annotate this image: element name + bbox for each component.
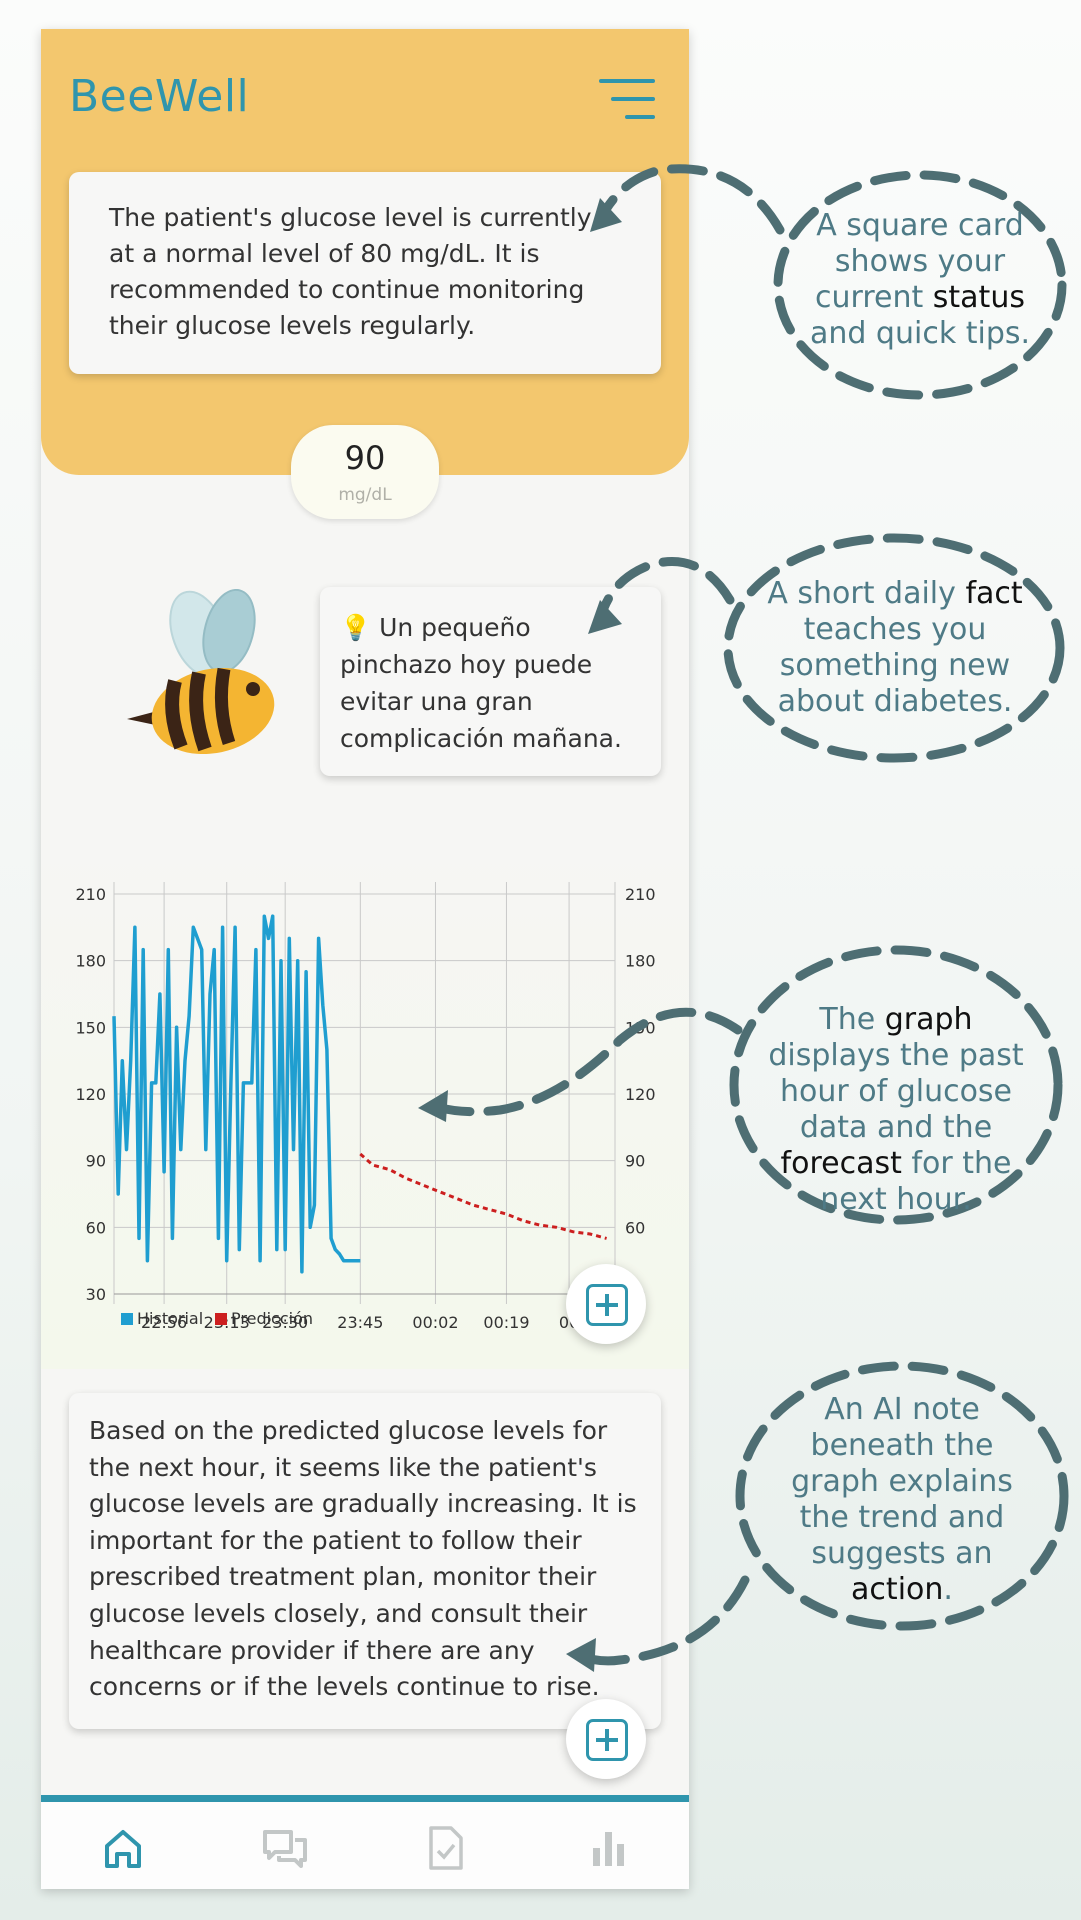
callout-ai: An AI note beneath the graph explains th… (768, 1392, 1036, 1608)
callout-bubble-graph (729, 945, 1063, 1225)
arrowhead-icon (590, 198, 622, 232)
chart-svg: 21021018018015015012012090906060303022:5… (75, 882, 656, 1332)
legend-label-historial: Historial (137, 1309, 203, 1328)
home-icon[interactable] (99, 1824, 147, 1872)
stats-icon[interactable] (585, 1824, 633, 1872)
callout-fact: A short daily fact teaches you something… (760, 576, 1030, 720)
callout-graph-text: The (819, 1002, 885, 1037)
y-tick-label-left: 120 (75, 1085, 106, 1104)
legend-swatch-historial (121, 1313, 133, 1325)
glucose-value: 90 (344, 439, 386, 477)
status-text: The patient's glucose level is currently… (109, 203, 592, 340)
glucose-chart: 21021018018015015012012090906060303022:5… (41, 829, 689, 1369)
callout-graph: The graph displays the past hour of gluc… (765, 1002, 1027, 1218)
y-tick-label-left: 90 (86, 1152, 106, 1171)
checklist-icon[interactable] (421, 1824, 469, 1872)
callout-arrow-status (595, 164, 785, 235)
menu-icon[interactable] (599, 77, 655, 121)
y-tick-label-right: 180 (625, 952, 656, 971)
legend-swatch-prediccion (215, 1313, 227, 1325)
ai-note-add-button[interactable] (566, 1699, 646, 1779)
callout-graph-highlight: graph (884, 1002, 973, 1037)
callout-fact-text: A short daily (767, 576, 966, 611)
ai-note-card: Based on the predicted glucose levels fo… (69, 1393, 661, 1729)
plus-icon (586, 1719, 628, 1761)
y-tick-label-right: 120 (625, 1085, 656, 1104)
y-tick-label-left: 60 (86, 1218, 106, 1237)
y-tick-label-left: 30 (86, 1285, 106, 1304)
callout-arrow-fact (595, 557, 735, 625)
callout-arrow-ai (575, 1575, 750, 1666)
x-tick-label: 23:45 (337, 1313, 383, 1332)
x-tick-label: 00:19 (483, 1313, 529, 1332)
ai-note-text: Based on the predicted glucose levels fo… (89, 1416, 637, 1702)
callout-arrow-graph (425, 1007, 743, 1117)
y-tick-label-left: 180 (75, 952, 106, 971)
callout-status-highlight: status (932, 280, 1025, 315)
legend-label-prediccion: Predicción (231, 1309, 313, 1328)
callout-graph-text-end: for the next hour. (820, 1146, 1012, 1217)
arrowhead-icon (588, 600, 622, 634)
bottom-navigation (41, 1795, 689, 1889)
bee-mascot-icon (127, 589, 275, 755)
callout-status-text: A square card shows your current (815, 208, 1024, 315)
glucose-badge: 90 mg/dL (291, 425, 439, 519)
y-tick-label-right: 210 (625, 885, 656, 904)
arrowhead-icon (418, 1090, 448, 1122)
y-tick-label-right: 90 (625, 1152, 645, 1171)
y-tick-label-right: 60 (625, 1218, 645, 1237)
y-tick-label-left: 150 (75, 1018, 106, 1037)
y-tick-label-left: 210 (75, 885, 106, 904)
x-tick-label: 22:56 (141, 1313, 187, 1332)
chart-add-button[interactable] (566, 1264, 646, 1344)
app-logo: BeeWell (69, 71, 250, 122)
callout-bubble-ai (735, 1361, 1069, 1631)
chat-icon[interactable] (261, 1824, 309, 1872)
callout-ai-text: An AI note beneath the graph explains th… (791, 1392, 1013, 1571)
callout-graph-highlight-2: forecast (780, 1146, 902, 1181)
plus-icon (586, 1284, 628, 1326)
callout-status-text-end: and quick tips. (809, 316, 1031, 351)
callout-bubble-status (773, 170, 1067, 400)
callout-ai-highlight: action (851, 1572, 944, 1607)
glucose-unit: mg/dL (338, 485, 392, 505)
fact-text: 💡 Un pequeño pinchazo hoy puede evitar u… (340, 613, 622, 753)
x-tick-label: 23:30 (262, 1313, 308, 1332)
callout-status: A square card shows your current status … (800, 208, 1040, 352)
arrowhead-icon (566, 1638, 596, 1672)
status-card: The patient's glucose level is currently… (69, 172, 661, 374)
x-tick-label: 00:02 (412, 1313, 458, 1332)
callout-fact-highlight: fact (965, 576, 1023, 611)
series-line-prediccion (359, 1152, 607, 1240)
callout-fact-text-end: teaches you something new about diabetes… (777, 612, 1013, 719)
phone-screen: BeeWell The patient's glucose level is c… (41, 29, 689, 1889)
callout-graph-text-mid: displays the past hour of glucose data a… (768, 1038, 1024, 1145)
series-line-historial (112, 914, 361, 1274)
callout-bubble-fact (723, 533, 1065, 763)
callout-ai-text-end: . (943, 1572, 953, 1607)
